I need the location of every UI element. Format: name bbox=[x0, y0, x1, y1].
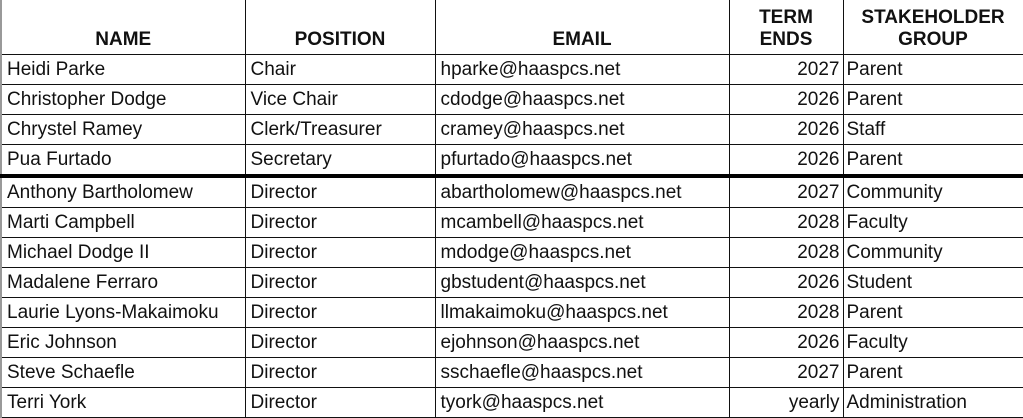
cell-stakeholder-group: Parent bbox=[842, 84, 1023, 115]
cell-name: Michael Dodge II bbox=[0, 237, 246, 268]
table-row: Heidi Parke Chair hparke@haaspcs.net 2027 Pa… bbox=[0, 54, 1023, 85]
cell-position: Vice Chair bbox=[244, 84, 436, 115]
cell-stakeholder-group: Community bbox=[842, 237, 1023, 268]
cell-position: Director bbox=[244, 297, 436, 328]
cell-term-ends: 2028 bbox=[728, 297, 844, 328]
cell-term-ends: 2028 bbox=[728, 237, 844, 268]
header-stakeholder-group: STAKEHOLDER GROUP bbox=[842, 0, 1023, 55]
cell-name: Laurie Lyons-Makaimoku bbox=[0, 297, 246, 328]
cell-position: Director bbox=[244, 357, 436, 388]
table-row: Anthony Bartholomew Director abartholomew@… bbox=[0, 174, 1023, 208]
header-term-ends: TERM ENDS bbox=[728, 0, 844, 55]
header-position: POSITION bbox=[244, 0, 436, 55]
table-row: Eric Johnson Director ejohnson@haaspcs.net… bbox=[0, 327, 1023, 358]
cell-stakeholder-group: Parent bbox=[842, 357, 1023, 388]
cell-email: gbstudent@haaspcs.net bbox=[434, 267, 730, 298]
header-name: NAME bbox=[0, 0, 246, 55]
cell-email: cramey@haaspcs.net bbox=[434, 114, 730, 145]
header-email: EMAIL bbox=[434, 0, 730, 55]
cell-position: Clerk/Treasurer bbox=[244, 114, 436, 145]
cell-stakeholder-group: Administration bbox=[842, 387, 1023, 418]
cell-term-ends: 2026 bbox=[728, 144, 844, 177]
cell-email: sschaefle@haaspcs.net bbox=[434, 357, 730, 388]
cell-position: Director bbox=[244, 327, 436, 358]
table-row: Laurie Lyons-Makaimoku Director llmakaimok… bbox=[0, 297, 1023, 328]
cell-term-ends: 2026 bbox=[728, 267, 844, 298]
cell-email: tyork@haaspcs.net bbox=[434, 387, 730, 418]
cell-position: Secretary bbox=[244, 144, 436, 177]
table-row: Pua Furtado Secretary pfurtado@haaspcs.net… bbox=[0, 144, 1023, 177]
cell-stakeholder-group: Parent bbox=[842, 297, 1023, 328]
header-row: NAME POSITION EMAIL TERM ENDS STAKEHOLDER… bbox=[0, 0, 1023, 55]
cell-term-ends: 2028 bbox=[728, 207, 844, 238]
header-term-line1: TERM bbox=[759, 7, 813, 28]
cell-email: abartholomew@haaspcs.net bbox=[434, 174, 730, 208]
header-group-line2: GROUP bbox=[898, 29, 968, 50]
cell-name: Terri York bbox=[0, 387, 246, 418]
cell-email: mcambell@haaspcs.net bbox=[434, 207, 730, 238]
table-row: Michael Dodge II Director mdodge@haaspcs.n… bbox=[0, 237, 1023, 268]
cell-email: pfurtado@haaspcs.net bbox=[434, 144, 730, 177]
cell-name: Steve Schaefle bbox=[0, 357, 246, 388]
table-row: Chrystel Ramey Clerk/Treasurer cramey@haas… bbox=[0, 114, 1023, 145]
cell-position: Director bbox=[244, 267, 436, 298]
cell-name: Anthony Bartholomew bbox=[0, 174, 246, 208]
table-row: Christopher Dodge Vice Chair cdodge@haaspc… bbox=[0, 84, 1023, 115]
cell-email: cdodge@haaspcs.net bbox=[434, 84, 730, 115]
cell-name: Chrystel Ramey bbox=[0, 114, 246, 145]
header-group-line1: STAKEHOLDER bbox=[861, 7, 1005, 28]
cell-term-ends: 2027 bbox=[728, 174, 844, 208]
cell-email: ejohnson@haaspcs.net bbox=[434, 327, 730, 358]
cell-name: Marti Campbell bbox=[0, 207, 246, 238]
cell-term-ends: 2026 bbox=[728, 84, 844, 115]
cell-stakeholder-group: Faculty bbox=[842, 327, 1023, 358]
cell-name: Pua Furtado bbox=[0, 144, 246, 177]
cell-position: Director bbox=[244, 174, 436, 208]
table-row: Marti Campbell Director mcambell@haaspcs.n… bbox=[0, 207, 1023, 238]
cell-term-ends: 2026 bbox=[728, 327, 844, 358]
cell-stakeholder-group: Student bbox=[842, 267, 1023, 298]
cell-stakeholder-group: Parent bbox=[842, 144, 1023, 177]
cell-stakeholder-group: Staff bbox=[842, 114, 1023, 145]
cell-term-ends: 2027 bbox=[728, 357, 844, 388]
cell-name: Madalene Ferraro bbox=[0, 267, 246, 298]
cell-name: Heidi Parke bbox=[0, 54, 246, 85]
cell-position: Chair bbox=[244, 54, 436, 85]
table-row: Terri York Director tyork@haaspcs.net yearl… bbox=[0, 387, 1023, 418]
cell-stakeholder-group: Community bbox=[842, 174, 1023, 208]
cell-position: Director bbox=[244, 387, 436, 418]
cell-stakeholder-group: Parent bbox=[842, 54, 1023, 85]
table-row: Madalene Ferraro Director gbstudent@haaspc… bbox=[0, 267, 1023, 298]
cell-name: Eric Johnson bbox=[0, 327, 246, 358]
cell-stakeholder-group: Faculty bbox=[842, 207, 1023, 238]
cell-email: hparke@haaspcs.net bbox=[434, 54, 730, 85]
table-row: Steve Schaefle Director sschaefle@haaspcs.… bbox=[0, 357, 1023, 388]
cell-term-ends: yearly bbox=[728, 387, 844, 418]
cell-position: Director bbox=[244, 237, 436, 268]
cell-position: Director bbox=[244, 207, 436, 238]
header-term-line2: ENDS bbox=[759, 29, 813, 50]
cell-term-ends: 2026 bbox=[728, 114, 844, 145]
cell-name: Christopher Dodge bbox=[0, 84, 246, 115]
cell-email: mdodge@haaspcs.net bbox=[434, 237, 730, 268]
cell-term-ends: 2027 bbox=[728, 54, 844, 85]
cell-email: llmakaimoku@haaspcs.net bbox=[434, 297, 730, 328]
